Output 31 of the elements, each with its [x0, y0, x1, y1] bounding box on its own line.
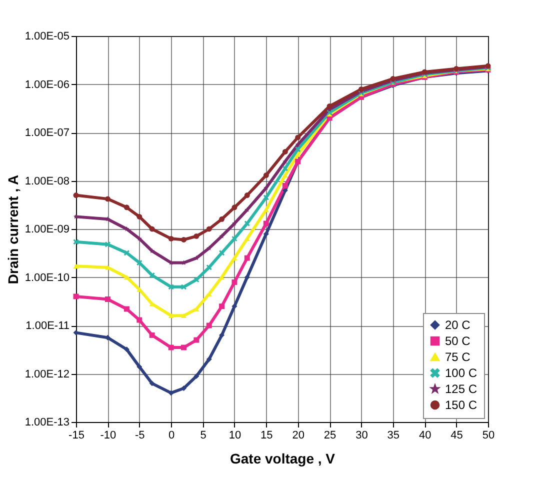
- x-tick-label: 35: [387, 430, 400, 442]
- x-axis-title: Gate voltage , V: [230, 450, 336, 466]
- x-tick-label: -5: [134, 430, 145, 442]
- y-tick-label: 1.00E-05: [24, 30, 70, 42]
- y-axis-title: Drain current , A: [4, 174, 21, 284]
- x-tick-label: 50: [482, 430, 495, 442]
- y-tick-label: 1.00E-12: [24, 368, 70, 380]
- y-tick-label: 1.00E-09: [24, 224, 70, 236]
- x-tick-label: 15: [260, 430, 273, 442]
- y-tick-label: 1.00E-06: [24, 78, 70, 91]
- legend-label: 20 C: [445, 318, 471, 332]
- y-tick-label: 1.00E-08: [24, 175, 70, 188]
- x-tick-label: -10: [100, 430, 116, 442]
- legend-label: 50 C: [445, 334, 471, 348]
- x-tick-label: 20: [292, 430, 304, 442]
- legend-label: 100 C: [445, 366, 478, 380]
- x-tick-label: 30: [356, 430, 368, 442]
- x-tick-label: 25: [324, 430, 336, 442]
- x-tick-label: 0: [168, 430, 175, 442]
- y-tick-label: 1.00E-07: [24, 127, 70, 139]
- x-tick-label: 10: [228, 430, 242, 442]
- x-tick-label: -15: [68, 430, 84, 442]
- x-tick-label: 5: [200, 430, 206, 442]
- y-tick-label: 1.00E-11: [26, 320, 70, 332]
- y-tick-label: 1.00E-10: [24, 272, 70, 284]
- legend-label: 75 C: [445, 350, 471, 364]
- x-tick-label: 45: [450, 430, 463, 442]
- x-tick-label: 40: [418, 430, 432, 442]
- y-tick-label: 1.00E-13: [24, 416, 70, 428]
- legend-label: 125 C: [445, 382, 478, 396]
- legend-label: 150 C: [445, 398, 478, 412]
